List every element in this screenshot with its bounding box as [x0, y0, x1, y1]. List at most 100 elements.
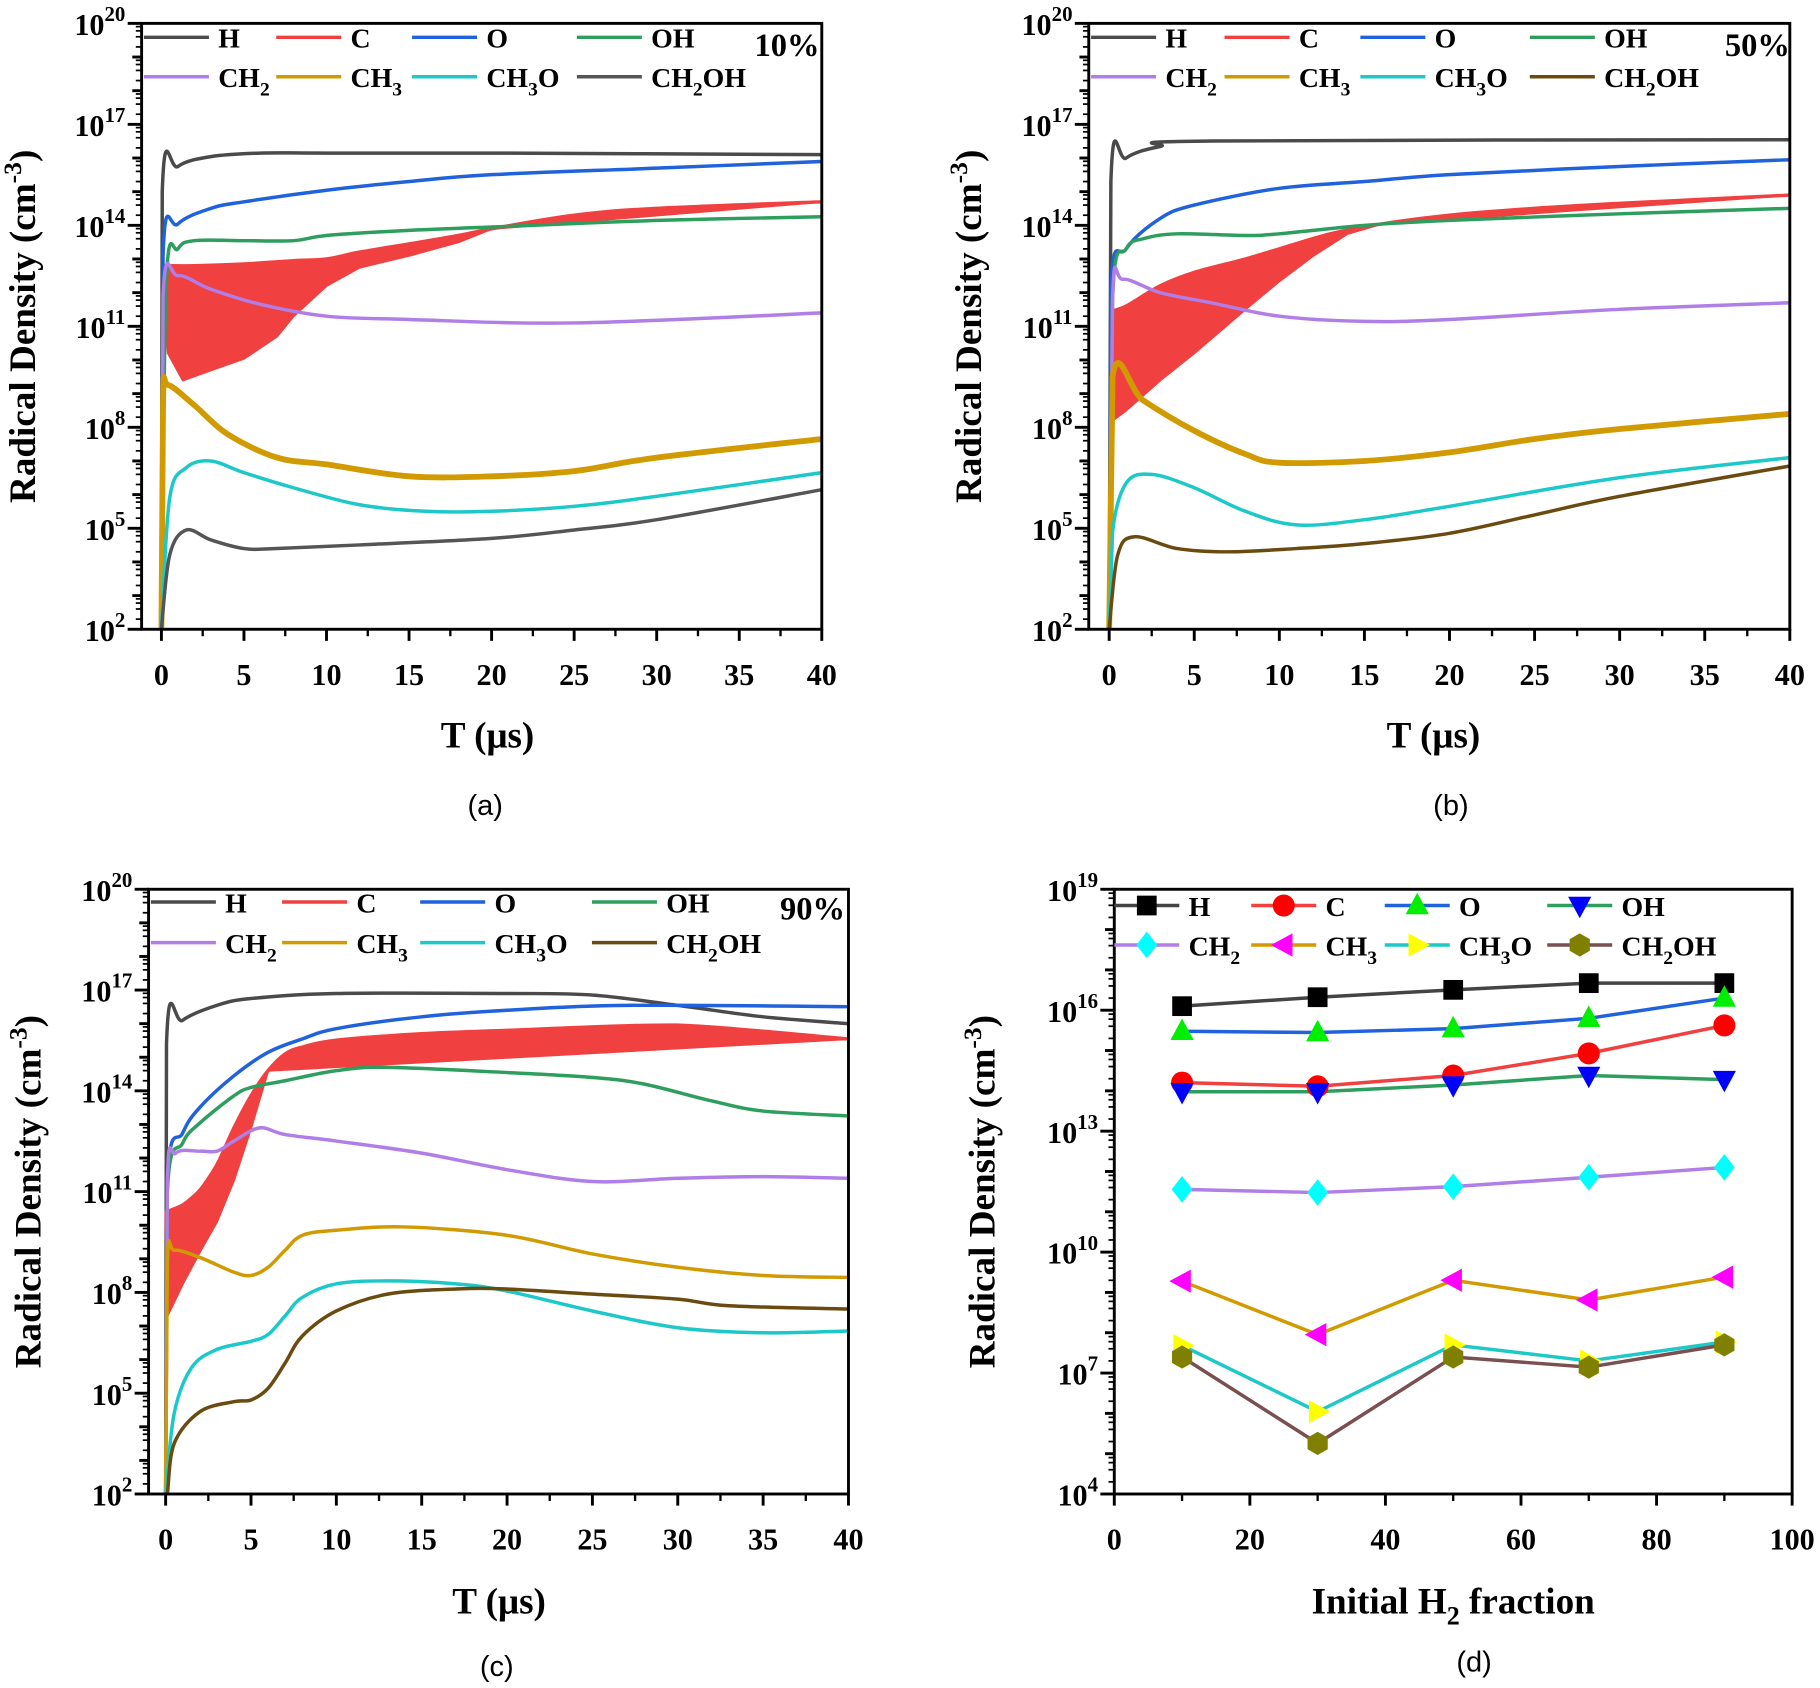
y-tick-label: 102: [1032, 608, 1073, 648]
x-tick-label: 25: [577, 1523, 607, 1557]
series-CH3-line: [158, 374, 822, 630]
legend-label: CH3​O: [494, 929, 567, 966]
x-tick-label: 25: [1519, 658, 1549, 692]
legend-item-OH: OH: [576, 24, 695, 55]
series-CH2-line: [1107, 265, 1790, 630]
legend-label: OH: [651, 24, 695, 55]
legend-label: C: [1326, 892, 1346, 923]
x-tick-label: 20: [492, 1523, 522, 1557]
legend-label: OH: [1604, 24, 1648, 55]
series-O-line: [163, 1003, 849, 1495]
data-point-H: [1714, 973, 1735, 993]
legend-item-H: H: [1091, 24, 1187, 55]
y-tick-label: 1014: [1021, 204, 1073, 244]
data-point-OH: [1712, 1070, 1736, 1093]
y-tick-label: 1020: [1021, 2, 1072, 42]
legend-marker: [1136, 931, 1158, 959]
legend-label: H: [218, 24, 240, 55]
data-point-CH3: [1440, 1268, 1462, 1292]
chart-panel-b: 102 105 108 1011 1014 1017 1020 0 5 10 15 20 25 30 35 4…: [944, 2, 1805, 822]
y-axis-title: Radical Density (cm-3): [944, 150, 990, 503]
legend-item-CH3O: CH3​O: [420, 929, 568, 966]
y-tick-label: 102: [92, 1473, 133, 1513]
data-point-CH3: [1304, 1322, 1327, 1347]
y-tick-label: 105: [85, 507, 126, 547]
x-tick-label: 15: [394, 658, 424, 692]
series-OH-line: [159, 215, 822, 630]
series-C-line: [163, 200, 822, 268]
legend-item-O: O: [1384, 892, 1481, 923]
x-tick-label: 35: [1690, 658, 1720, 692]
data-point-H: [1307, 987, 1328, 1008]
y-tick-label: 1010: [1047, 1231, 1098, 1271]
legend-label: C: [1299, 24, 1319, 55]
y-tick-label: 1017: [74, 103, 125, 143]
legend-item-H: H: [143, 24, 240, 55]
x-tick-label: 60: [1506, 1523, 1536, 1557]
legend-label: O: [1435, 24, 1457, 55]
chart-panel-a: 102 105 108 1011 1014 1017 1020 0 5 10 15 20 25 30 35 4…: [0, 2, 837, 822]
x-tick-label: 15: [1349, 658, 1379, 692]
x-tick-label: 35: [748, 1523, 778, 1557]
legend-label: CH3​: [356, 929, 408, 966]
legend-item-OH: OH: [591, 888, 710, 919]
plot-frame: [147, 887, 850, 1496]
x-tick-label: 0: [1102, 658, 1117, 692]
x-tick-label: 35: [724, 658, 754, 692]
series-CH2OH-line: [159, 487, 822, 630]
y-tick-label: 105: [1032, 507, 1073, 547]
x-tick-label: 0: [154, 658, 169, 692]
y-axis-title: Radical Density (cm-3): [0, 150, 44, 503]
data-point-CH2: [1442, 1173, 1464, 1201]
legend-item-CH2: CH2​: [1114, 931, 1240, 969]
legend-item-CH3: CH3​: [1251, 931, 1377, 969]
legend-label: C: [351, 24, 371, 55]
legend-label: CH3​: [1299, 63, 1351, 100]
data-point-CH2: [1171, 1176, 1193, 1203]
y-tick-label: 1014: [74, 204, 126, 244]
series-CH3O-line: [1107, 455, 1790, 630]
legend-item-H: H: [150, 888, 247, 919]
legend-label: C: [356, 888, 376, 919]
legend-label: CH2​OH: [666, 929, 761, 966]
legend-marker: [1569, 933, 1590, 957]
x-tick-label: 15: [407, 1523, 437, 1557]
legend-label: H: [1189, 892, 1211, 923]
data-point-CH2OH: [1307, 1431, 1328, 1456]
data-point-OH: [1577, 1066, 1601, 1089]
legend-label: H: [1165, 24, 1187, 55]
data-point-CH2: [1713, 1154, 1735, 1181]
data-point-OH: [1170, 1083, 1194, 1105]
h2-fraction-annotation: 10%: [754, 28, 819, 64]
legend-item-CH3O: CH3​O: [412, 63, 560, 101]
series-CH2OH-line: [1107, 464, 1790, 630]
x-tick-label: 30: [1605, 658, 1635, 692]
y-tick-label: 1016: [1047, 989, 1098, 1029]
legend-item-O: O: [1360, 24, 1456, 55]
x-tick-label: 40: [1370, 1523, 1400, 1557]
data-point-CH2: [1578, 1163, 1600, 1191]
data-point-OH: [1441, 1076, 1465, 1098]
x-tick-label: 80: [1641, 1523, 1671, 1557]
x-tick-label: 0: [1107, 1523, 1122, 1557]
legend-label: CH2​OH: [651, 63, 746, 100]
data-point-CH2OH: [1578, 1355, 1599, 1379]
y-tick-label: 1017: [1021, 103, 1072, 143]
data-point-CH3: [1169, 1269, 1191, 1293]
legend-item-CH2: CH2​: [143, 63, 270, 101]
x-tick-label: 40: [833, 1523, 863, 1557]
data-point-O: [1306, 1019, 1330, 1042]
y-axis-title: Radical Density (cm-3): [4, 1015, 50, 1368]
series-CH2OH-line: [165, 1286, 849, 1495]
data-point-OH: [1306, 1083, 1330, 1105]
plot-area: [1106, 137, 1790, 630]
data-point-O: [1170, 1018, 1194, 1040]
y-tick-label: 1011: [75, 305, 125, 345]
panel-caption: (c): [480, 1651, 514, 1683]
data-point-H: [1578, 973, 1599, 993]
series-O-line: [1107, 157, 1790, 630]
legend-item-CH3: CH3​: [1224, 63, 1351, 101]
legend-marker: [1408, 933, 1430, 957]
legend-label: OH: [666, 888, 710, 919]
